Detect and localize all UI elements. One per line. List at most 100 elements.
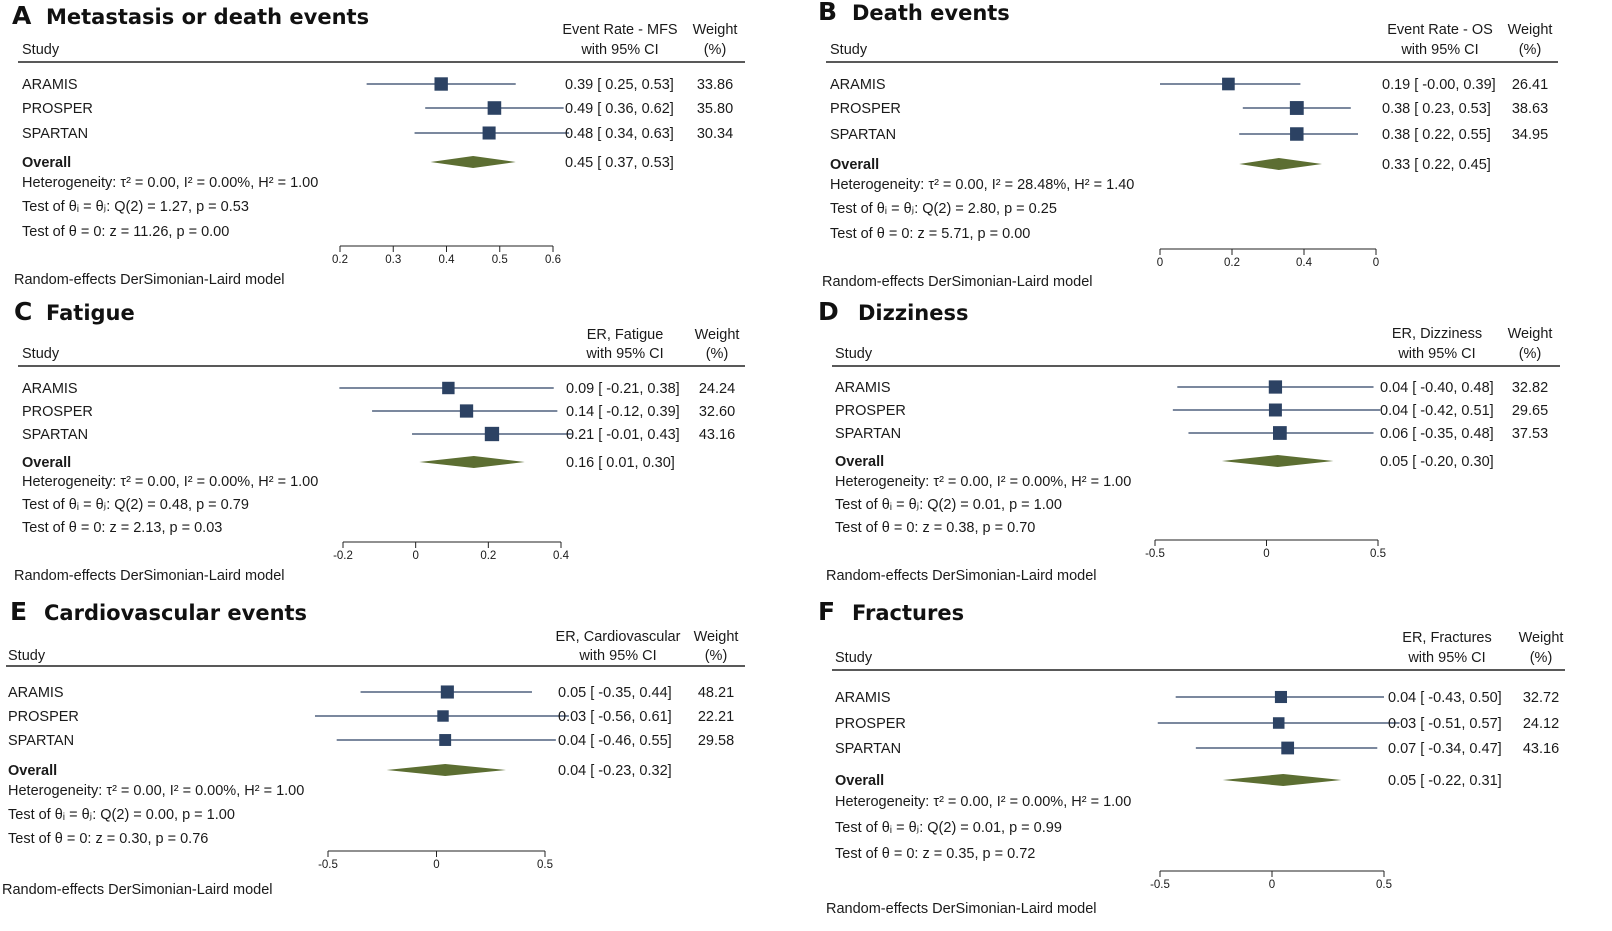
model-note: Random-effects DerSimonian-Laird model bbox=[2, 882, 273, 898]
statistics-line: Test of θᵢ = θⱼ: Q(2) = 2.80, p = 0.25 bbox=[830, 201, 1057, 217]
effect-column-subheader: with 95% CI bbox=[580, 42, 658, 58]
panel-title: Metastasis or death events bbox=[46, 5, 369, 29]
statistics-line: Test of θᵢ = θⱼ: Q(2) = 1.27, p = 0.53 bbox=[22, 199, 249, 215]
panel-title: Fatigue bbox=[46, 301, 135, 325]
overall-diamond bbox=[419, 456, 525, 468]
overall-effect-ci: 0.04 [ -0.23, 0.32] bbox=[558, 763, 672, 779]
statistics-line: Test of θ = 0: z = 0.30, p = 0.76 bbox=[8, 831, 208, 847]
overall-diamond bbox=[1222, 774, 1342, 786]
statistics-line: Test of θᵢ = θⱼ: Q(2) = 0.01, p = 0.99 bbox=[835, 820, 1062, 836]
study-effect-ci: 0.09 [ -0.21, 0.38] bbox=[566, 381, 680, 397]
statistics-line: Test of θᵢ = θⱼ: Q(2) = 0.00, p = 1.00 bbox=[8, 807, 235, 823]
panel-letter: F bbox=[818, 597, 835, 626]
x-axis-tick-label: -0.5 bbox=[318, 859, 338, 871]
model-note: Random-effects DerSimonian-Laird model bbox=[826, 568, 1097, 584]
study-weight: 34.95 bbox=[1512, 127, 1548, 143]
study-effect-ci: 0.03 [ -0.51, 0.57] bbox=[1388, 716, 1502, 732]
study-marker bbox=[459, 404, 474, 418]
statistics-line: Heterogeneity: τ² = 0.00, I² = 0.00%, H²… bbox=[835, 794, 1131, 810]
study-name: PROSPER bbox=[22, 404, 93, 420]
study-column-header: Study bbox=[8, 648, 46, 664]
weight-column-header: Weight bbox=[1508, 326, 1553, 342]
study-effect-ci: 0.05 [ -0.35, 0.44] bbox=[558, 685, 672, 701]
panel-title: Fractures bbox=[852, 601, 964, 625]
study-column-header: Study bbox=[22, 42, 60, 58]
forest-panel-d: D Dizziness Study ER, Dizziness with 95% CI W… bbox=[818, 297, 1560, 584]
study-name: SPARTAN bbox=[835, 426, 901, 442]
study-effect-ci: 0.07 [ -0.34, 0.47] bbox=[1388, 741, 1502, 757]
panel-title: Death events bbox=[852, 1, 1010, 25]
study-column-header: Study bbox=[22, 346, 60, 362]
study-weight: 37.53 bbox=[1512, 426, 1548, 442]
x-axis-tick-label: -0.5 bbox=[1150, 879, 1170, 891]
overall-diamond bbox=[430, 156, 516, 168]
study-marker bbox=[440, 685, 454, 699]
study-weight: 33.86 bbox=[697, 77, 733, 93]
study-name: SPARTAN bbox=[22, 427, 88, 443]
study-column-header: Study bbox=[835, 650, 873, 666]
weight-column-header: Weight bbox=[693, 22, 738, 38]
x-axis-tick-label: 0.4 bbox=[553, 550, 570, 562]
overall-effect-ci: 0.05 [ -0.22, 0.31] bbox=[1388, 773, 1502, 789]
effect-column-header: ER, Fatigue bbox=[587, 327, 664, 343]
study-marker bbox=[1290, 127, 1304, 141]
x-axis-tick-label: 0 bbox=[1157, 257, 1163, 269]
overall-label: Overall bbox=[22, 155, 71, 171]
study-effect-ci: 0.38 [ 0.23, 0.53] bbox=[1382, 101, 1491, 117]
forest-panel-f: F Fractures Study ER, Fractures with 95% CI W… bbox=[818, 597, 1565, 917]
x-axis-tick-label: 0 bbox=[412, 550, 418, 562]
study-marker bbox=[439, 734, 452, 746]
study-weight: 32.82 bbox=[1512, 380, 1548, 396]
model-note: Random-effects DerSimonian-Laird model bbox=[14, 568, 285, 584]
weight-column-subheader: (%) bbox=[706, 346, 729, 362]
weight-column-subheader: (%) bbox=[1519, 346, 1542, 362]
weight-column-header: Weight bbox=[694, 629, 739, 645]
weight-column-header: Weight bbox=[1508, 22, 1553, 38]
forest-panel-a: A Metastasis or death events Study Event Ra… bbox=[12, 1, 745, 288]
overall-effect-ci: 0.16 [ 0.01, 0.30] bbox=[566, 455, 675, 471]
overall-effect-ci: 0.45 [ 0.37, 0.53] bbox=[565, 155, 674, 171]
effect-column-header: ER, Dizziness bbox=[1392, 326, 1482, 342]
effect-column-header: ER, Fractures bbox=[1402, 630, 1491, 646]
overall-label: Overall bbox=[830, 157, 879, 173]
model-note: Random-effects DerSimonian-Laird model bbox=[14, 272, 285, 288]
study-weight: 29.65 bbox=[1512, 403, 1548, 419]
effect-column-subheader: with 95% CI bbox=[585, 346, 663, 362]
overall-label: Overall bbox=[22, 455, 71, 471]
weight-column-subheader: (%) bbox=[705, 648, 728, 664]
model-note: Random-effects DerSimonian-Laird model bbox=[826, 901, 1097, 917]
study-weight: 26.41 bbox=[1512, 77, 1548, 93]
effect-column-header: ER, Cardiovascular bbox=[556, 629, 681, 645]
study-effect-ci: 0.49 [ 0.36, 0.62] bbox=[565, 101, 674, 117]
effect-column-subheader: with 95% CI bbox=[1400, 42, 1478, 58]
x-axis-tick-label: 0.2 bbox=[480, 550, 496, 562]
statistics-line: Test of θ = 0: z = 0.38, p = 0.70 bbox=[835, 520, 1035, 536]
x-axis-tick-label: 0.5 bbox=[492, 254, 508, 266]
study-name: ARAMIS bbox=[8, 685, 64, 701]
forest-panel-e: E Cardiovascular events Study ER, Cardiovas… bbox=[2, 597, 745, 898]
study-column-header: Study bbox=[830, 42, 868, 58]
study-name: ARAMIS bbox=[835, 380, 891, 396]
study-name: ARAMIS bbox=[22, 381, 78, 397]
overall-diamond bbox=[386, 764, 506, 776]
study-name: PROSPER bbox=[830, 101, 901, 117]
panel-letter: B bbox=[818, 0, 837, 26]
study-effect-ci: 0.04 [ -0.40, 0.48] bbox=[1380, 380, 1494, 396]
statistics-line: Heterogeneity: τ² = 0.00, I² = 0.00%, H²… bbox=[22, 474, 318, 490]
weight-column-header: Weight bbox=[695, 327, 740, 343]
statistics-line: Test of θᵢ = θⱼ: Q(2) = 0.48, p = 0.79 bbox=[22, 497, 249, 513]
x-axis-tick-label: 0 bbox=[1263, 548, 1269, 560]
study-name: PROSPER bbox=[835, 403, 906, 419]
x-axis-tick-label: 0.6 bbox=[545, 254, 561, 266]
panel-title: Dizziness bbox=[858, 301, 968, 325]
study-name: ARAMIS bbox=[835, 690, 891, 706]
study-effect-ci: 0.03 [ -0.56, 0.61] bbox=[558, 709, 672, 725]
effect-column-subheader: with 95% CI bbox=[1407, 650, 1485, 666]
overall-label: Overall bbox=[835, 773, 884, 789]
x-axis-tick-label: -0.5 bbox=[1145, 548, 1165, 560]
statistics-line: Heterogeneity: τ² = 0.00, I² = 0.00%, H²… bbox=[835, 474, 1131, 490]
forest-panel-c: C Fatigue Study ER, Fatigue with 95% CI Weigh… bbox=[14, 297, 745, 584]
weight-column-header: Weight bbox=[1519, 630, 1564, 646]
statistics-line: Test of θᵢ = θⱼ: Q(2) = 0.01, p = 1.00 bbox=[835, 497, 1062, 513]
